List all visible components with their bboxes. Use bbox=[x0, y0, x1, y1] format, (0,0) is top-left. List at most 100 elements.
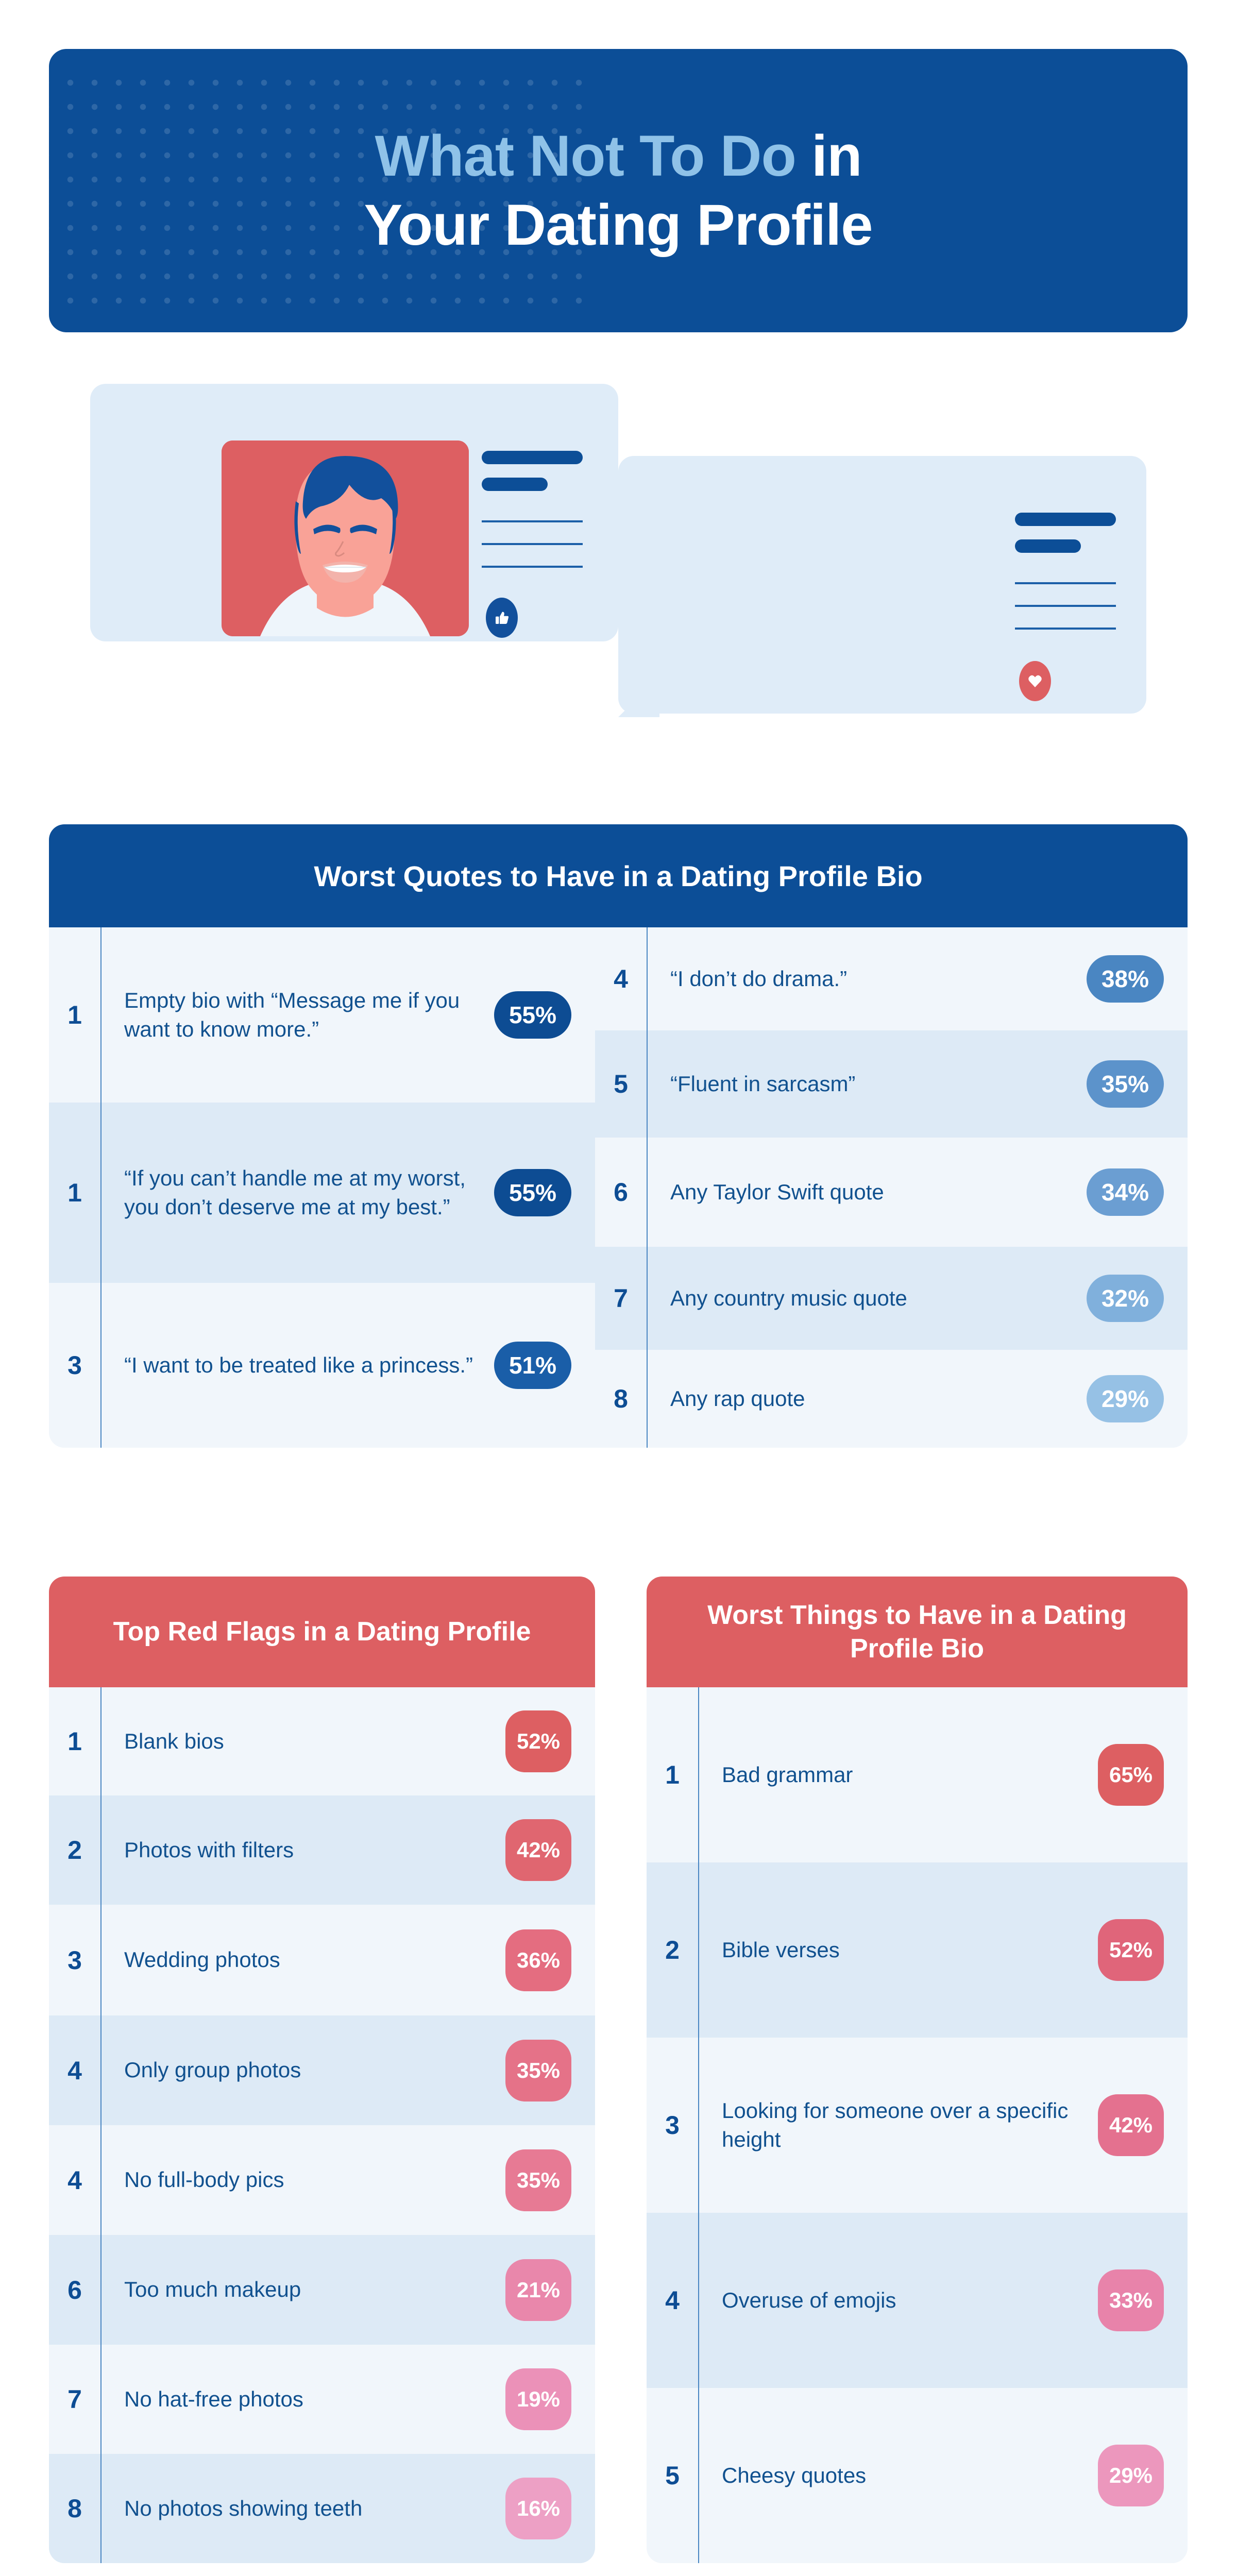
header-banner: What Not To Do in Your Dating Profile bbox=[49, 49, 1188, 332]
row-divider bbox=[647, 1247, 648, 1350]
row-percent-badge: 51% bbox=[494, 1342, 571, 1389]
female-card-text-lines bbox=[1015, 513, 1118, 566]
row-label: Any rap quote bbox=[670, 1386, 805, 1411]
heart-icon[interactable] bbox=[1019, 661, 1051, 701]
table-row[interactable]: 6 Too much makeup 21% bbox=[49, 2235, 595, 2345]
row-divider bbox=[698, 2213, 699, 2388]
text-rule bbox=[1015, 628, 1116, 630]
row-percent-badge: 55% bbox=[494, 1169, 571, 1216]
row-percent-badge: 38% bbox=[1087, 955, 1164, 1003]
row-percent-badge: 33% bbox=[1098, 2269, 1164, 2331]
row-percent-badge: 35% bbox=[1087, 1060, 1164, 1108]
row-rank: 6 bbox=[614, 1178, 628, 1207]
row-rank: 1 bbox=[665, 1760, 680, 1789]
male-card-text-lines bbox=[482, 451, 585, 504]
row-label: Only group photos bbox=[124, 2058, 301, 2082]
text-bar bbox=[1015, 513, 1116, 526]
profile-cards-illustration bbox=[0, 361, 1237, 773]
row-label: Looking for someone over a specific heig… bbox=[722, 2098, 1069, 2151]
table-row[interactable]: 4 “I don’t do drama.” 38% bbox=[595, 927, 1188, 1030]
table-row[interactable]: 1 Bad grammar 65% bbox=[647, 1687, 1188, 1862]
title-in-word: in bbox=[811, 124, 862, 189]
text-rule bbox=[482, 543, 583, 545]
table-row[interactable]: 8 Any rap quote 29% bbox=[595, 1350, 1188, 1448]
row-divider bbox=[100, 1283, 101, 1448]
row-label: “I don’t do drama.” bbox=[670, 966, 848, 991]
row-percent-badge: 29% bbox=[1098, 2445, 1164, 2506]
row-rank: 1 bbox=[67, 1727, 82, 1756]
row-divider bbox=[698, 2038, 699, 2213]
table-row[interactable]: 6 Any Taylor Swift quote 34% bbox=[595, 1138, 1188, 1247]
female-card-rules bbox=[1015, 582, 1118, 650]
row-divider bbox=[100, 1905, 101, 2015]
table-row[interactable]: 1 Blank bios 52% bbox=[49, 1687, 595, 1795]
table-row[interactable]: 1 Empty bio with “Message me if you want… bbox=[49, 927, 595, 1103]
row-percent-badge: 55% bbox=[494, 991, 571, 1039]
row-label: Bad grammar bbox=[722, 1762, 853, 1787]
row-label: No photos showing teeth bbox=[124, 2496, 363, 2520]
row-label: “If you can’t handle me at my worst, you… bbox=[124, 1165, 466, 1219]
row-divider bbox=[698, 2388, 699, 2563]
row-rank: 5 bbox=[665, 2461, 680, 2490]
row-divider bbox=[100, 1687, 101, 1795]
text-rule bbox=[1015, 582, 1116, 584]
table-row[interactable]: 1 “If you can’t handle me at my worst, y… bbox=[49, 1103, 595, 1283]
panel-worst-quotes-title: Worst Quotes to Have in a Dating Profile… bbox=[49, 824, 1188, 927]
male-photo bbox=[222, 440, 469, 636]
title-accent-text: What Not To Do bbox=[375, 124, 796, 189]
table-row[interactable]: 4 No full-body pics 35% bbox=[49, 2125, 595, 2235]
profile-card-female bbox=[618, 456, 1146, 714]
table-row[interactable]: 4 Overuse of emojis 33% bbox=[647, 2213, 1188, 2388]
row-label: No full-body pics bbox=[124, 2167, 284, 2192]
table-row[interactable]: 4 Only group photos 35% bbox=[49, 2015, 595, 2125]
row-percent-badge: 21% bbox=[505, 2259, 571, 2321]
panel-worst-things: Worst Things to Have in a Dating Profile… bbox=[647, 1577, 1188, 2563]
worst-things-rows: 1 Bad grammar 65% 2 Bible verses 52% 3 L… bbox=[647, 1687, 1188, 2563]
row-percent-badge: 42% bbox=[505, 1819, 571, 1881]
text-bar bbox=[1015, 539, 1081, 553]
text-rule bbox=[482, 520, 583, 522]
row-rank: 4 bbox=[665, 2286, 680, 2315]
table-row[interactable]: 3 Wedding photos 36% bbox=[49, 1905, 595, 2015]
row-rank: 7 bbox=[67, 2385, 82, 2414]
row-rank: 4 bbox=[67, 2165, 82, 2195]
row-label: “I want to be treated like a princess.” bbox=[124, 1352, 473, 1377]
table-row[interactable]: 8 No photos showing teeth 16% bbox=[49, 2454, 595, 2563]
table-row[interactable]: 7 No hat-free photos 19% bbox=[49, 2345, 595, 2454]
row-label: Overuse of emojis bbox=[722, 2287, 896, 2312]
row-divider bbox=[647, 927, 648, 1030]
profile-card-male bbox=[90, 384, 618, 641]
table-row[interactable]: 2 Bible verses 52% bbox=[647, 1862, 1188, 2038]
row-divider bbox=[100, 1103, 101, 1283]
row-label: Any Taylor Swift quote bbox=[670, 1179, 884, 1204]
row-divider bbox=[647, 1030, 648, 1138]
row-percent-badge: 32% bbox=[1087, 1275, 1164, 1322]
row-divider bbox=[100, 2125, 101, 2235]
table-row[interactable]: 3 Looking for someone over a specific he… bbox=[647, 2038, 1188, 2213]
thumbs-up-icon[interactable] bbox=[486, 598, 518, 638]
row-divider bbox=[100, 2235, 101, 2345]
row-percent-badge: 34% bbox=[1087, 1168, 1164, 1216]
title-second-line: Your Dating Profile bbox=[364, 193, 873, 257]
table-row[interactable]: 2 Photos with filters 42% bbox=[49, 1795, 595, 1905]
row-label: Empty bio with “Message me if you want t… bbox=[124, 988, 460, 1041]
table-row[interactable]: 5 Cheesy quotes 29% bbox=[647, 2388, 1188, 2563]
row-percent-badge: 42% bbox=[1098, 2094, 1164, 2156]
table-row[interactable]: 5 “Fluent in sarcasm” 35% bbox=[595, 1030, 1188, 1138]
row-divider bbox=[100, 2454, 101, 2563]
text-bar bbox=[482, 478, 548, 491]
row-label: Wedding photos bbox=[124, 1947, 280, 1972]
row-rank: 2 bbox=[665, 1936, 680, 1964]
row-rank: 3 bbox=[665, 2111, 680, 2140]
quotes-column-left: 1 Empty bio with “Message me if you want… bbox=[49, 927, 595, 1448]
table-row[interactable]: 7 Any country music quote 32% bbox=[595, 1247, 1188, 1350]
row-percent-badge: 35% bbox=[505, 2149, 571, 2211]
table-row[interactable]: 3 “I want to be treated like a princess.… bbox=[49, 1283, 595, 1448]
text-rule bbox=[1015, 605, 1116, 607]
row-rank: 4 bbox=[614, 964, 628, 993]
row-label: “Fluent in sarcasm” bbox=[670, 1071, 856, 1096]
row-percent-badge: 35% bbox=[505, 2039, 571, 2102]
row-rank: 5 bbox=[614, 1070, 628, 1098]
male-card-rules bbox=[482, 520, 585, 588]
